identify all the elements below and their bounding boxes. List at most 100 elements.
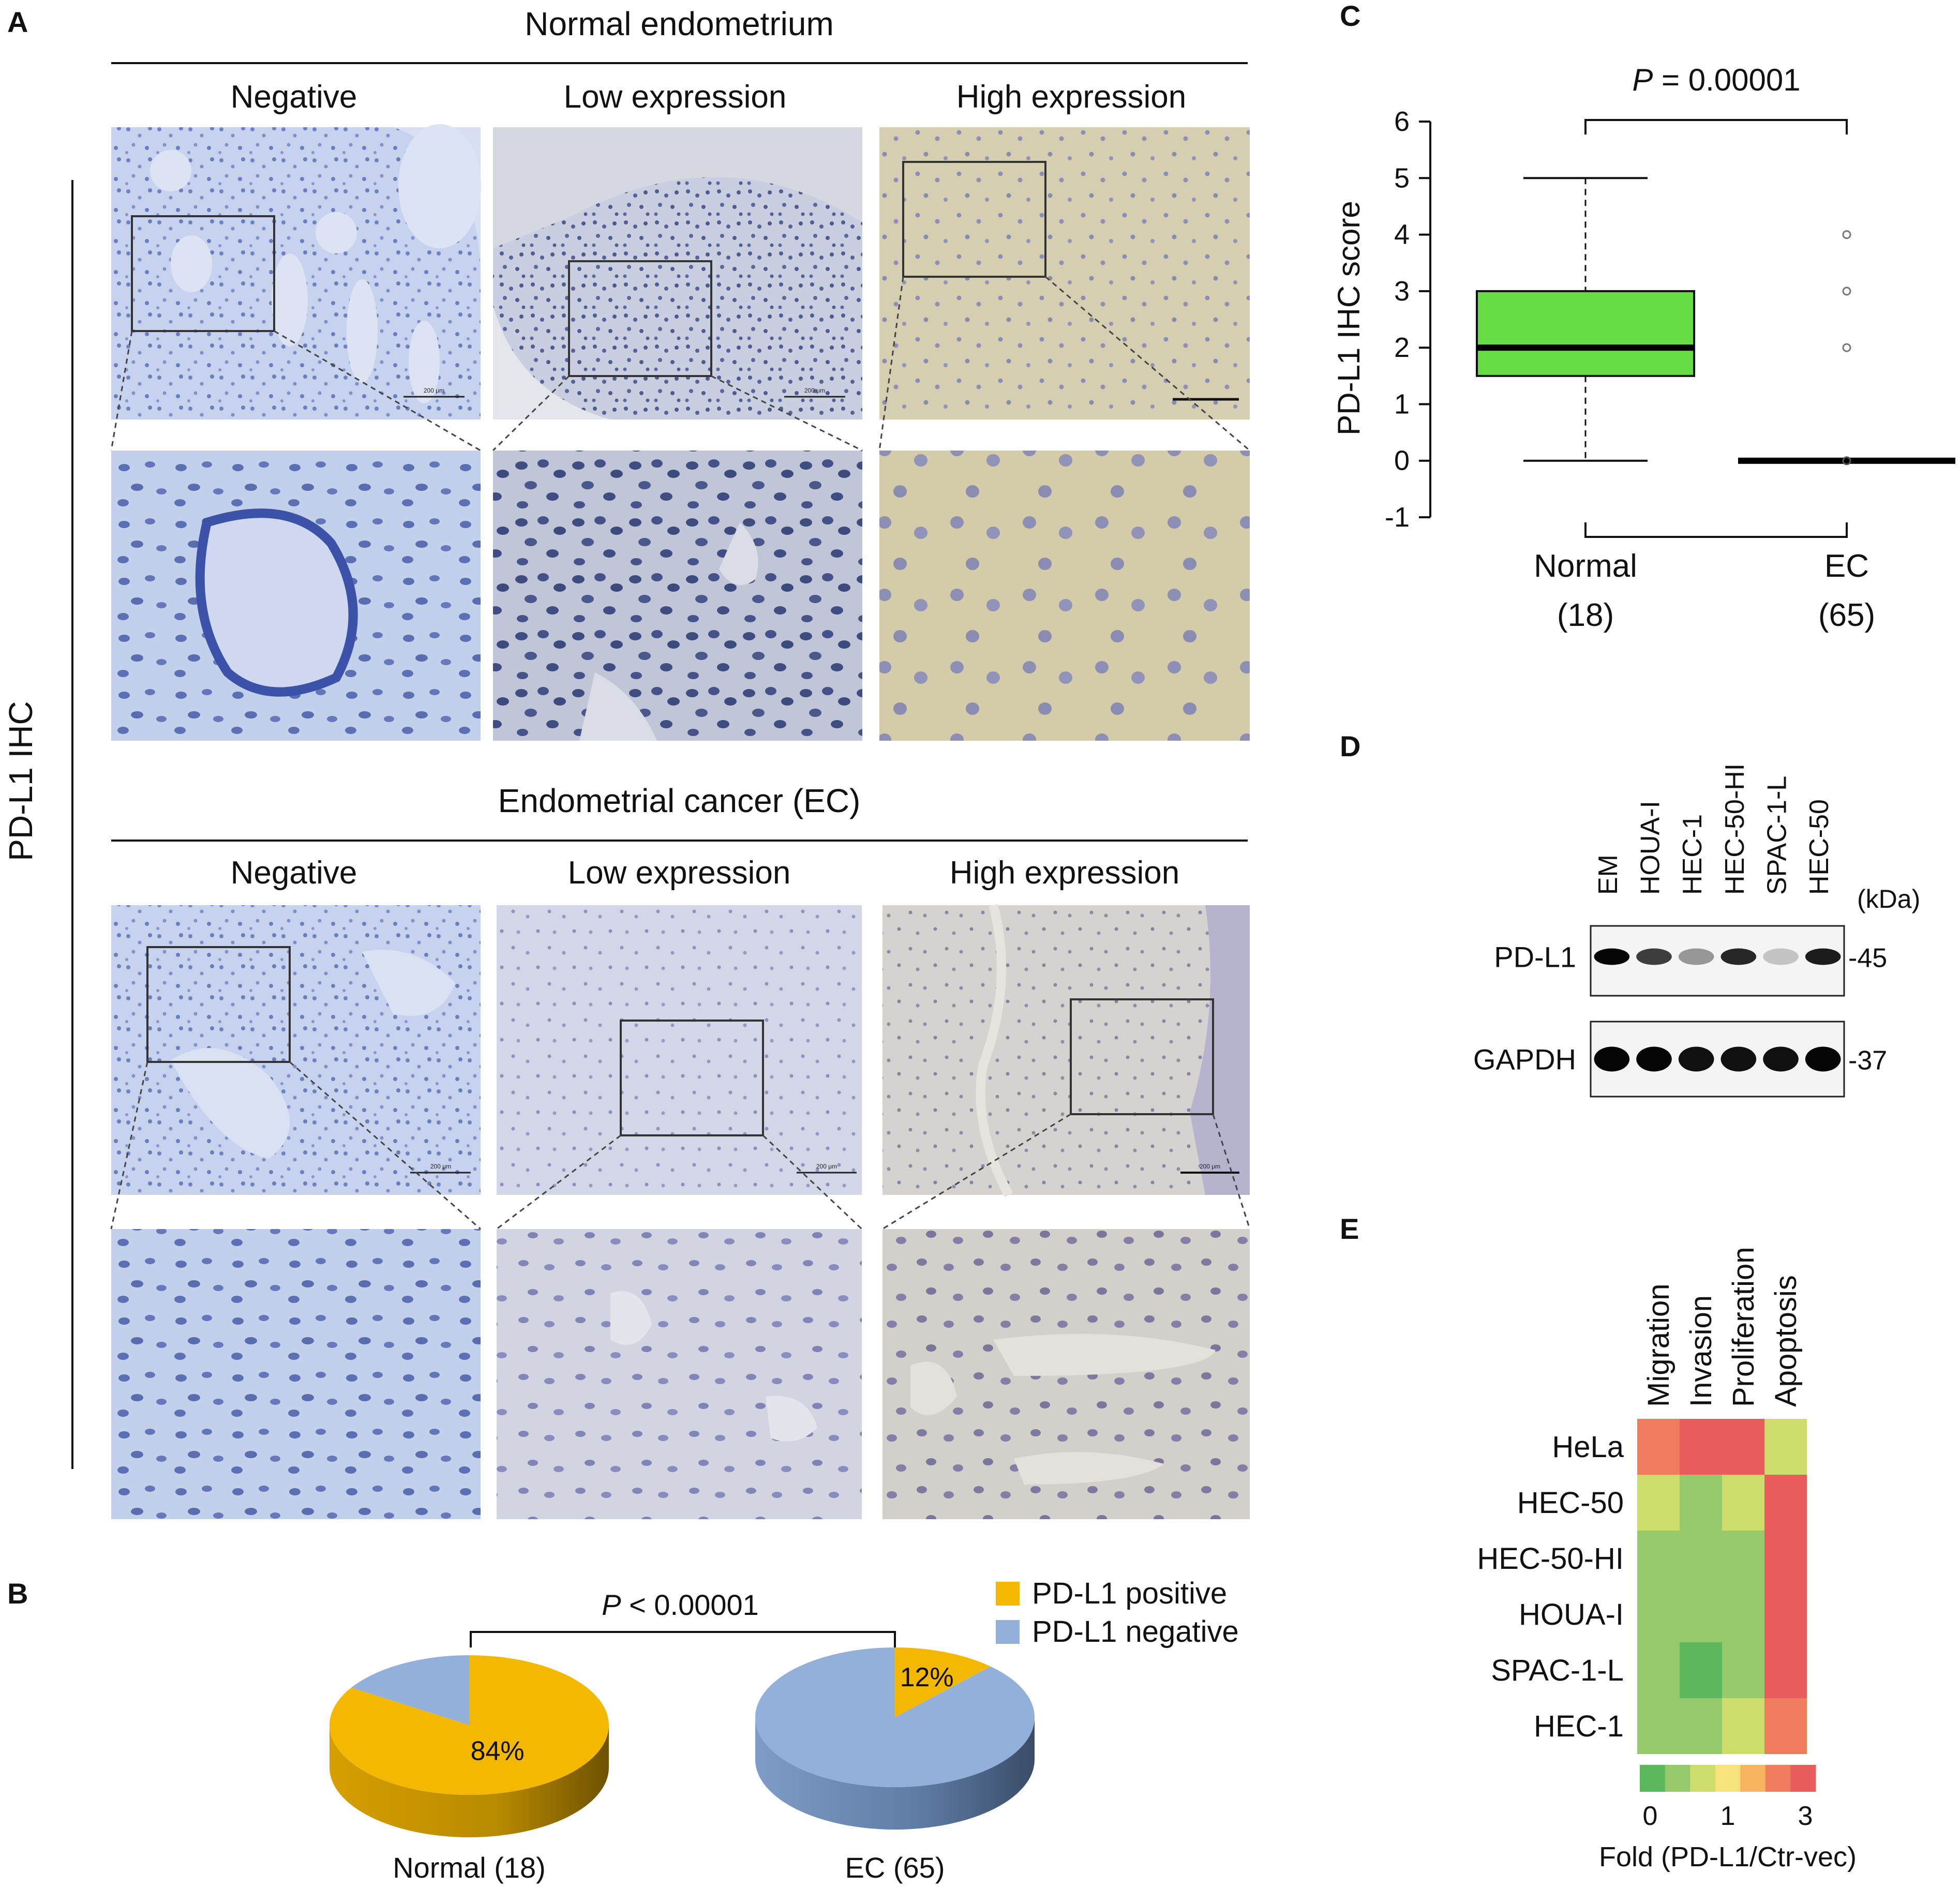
color-scale-segment: [1715, 1765, 1741, 1792]
heatmap-cell: [1764, 1642, 1807, 1698]
outlier-point: [1842, 343, 1851, 352]
lane-label: SPAC-1-L: [1762, 776, 1792, 895]
inset-box: [902, 161, 1046, 278]
pie-chart-b: 84% Normal (18) 12% EC (65) P < 0.00001 PD-L1…: [329, 1577, 1239, 1884]
pie-caption: EC (65): [845, 1851, 945, 1884]
outlier-point: [1842, 230, 1851, 239]
color-scale-tick: 1: [1720, 1801, 1735, 1831]
normal-col-high: High expression: [956, 79, 1187, 115]
heatmap-cell: [1722, 1642, 1764, 1698]
heatmap-cell: [1722, 1475, 1764, 1531]
color-scale-tick: 3: [1798, 1801, 1813, 1831]
box-chart-c: -1 0 1 2 3 4 5 6 PD-L1 IHC score Normal (18) EC (65)…: [1331, 63, 1955, 633]
kda-unit-label: (kDa): [1857, 885, 1920, 913]
box-p-value: P = 0.00001: [1632, 63, 1800, 97]
pie-slice-negative-1: [755, 1647, 1035, 1787]
color-scale-segment: [1640, 1765, 1666, 1792]
blot-band: [1805, 948, 1841, 965]
blot-strip: [1590, 1021, 1845, 1098]
heatmap-cell: [1680, 1586, 1722, 1642]
y-tick-label: 4: [1394, 219, 1410, 250]
western-blot-d: EM HOUA-I HEC-1 HEC-50-HI SPAC-1-L HEC-50 (kDa…: [1473, 763, 1920, 1098]
heatmap-cell: [1722, 1419, 1764, 1475]
cancer-inset-connectors: [110, 1061, 1251, 1230]
heatmap-cell: [1680, 1698, 1722, 1754]
blot-band: [1678, 1046, 1714, 1072]
legend-swatch-negative: [996, 1620, 1020, 1644]
heatmap-column-label: Apoptosis: [1769, 1275, 1803, 1407]
color-scale-tick: 0: [1643, 1801, 1658, 1831]
lane-label: HOUA-I: [1636, 801, 1666, 895]
y-tick-label: 0: [1394, 445, 1410, 476]
y-tick-label: 5: [1394, 162, 1410, 193]
y-tick-label: 3: [1394, 276, 1410, 307]
heatmap-cell: [1764, 1586, 1807, 1642]
y-tick-label: 2: [1394, 332, 1410, 363]
pie-slice-positive-0: [329, 1655, 609, 1795]
cancer-col-low: Low expression: [568, 855, 791, 891]
normal-endometrium-title: Normal endometrium: [525, 5, 834, 42]
y-tick-label: 6: [1394, 106, 1410, 137]
lane-label: EM: [1593, 855, 1623, 895]
group-n-label: (18): [1557, 597, 1614, 633]
heatmap-cell: [1680, 1642, 1722, 1698]
group-label: Normal: [1534, 548, 1637, 584]
inset-box: [1070, 998, 1214, 1115]
micrograph-normal-negative-zoom: [111, 451, 481, 741]
pie-percent-label: 84%: [471, 1736, 525, 1766]
heatmap-cell: [1764, 1698, 1807, 1754]
group-n-label: (65): [1818, 597, 1875, 633]
heatmap-row-label: HeLa: [1552, 1430, 1624, 1464]
heatmap-cell: [1637, 1586, 1680, 1642]
heatmap-column-label: Migration: [1642, 1283, 1675, 1407]
heatmap-column-label: Invasion: [1684, 1295, 1718, 1407]
panel-letter-c: C: [1340, 0, 1360, 32]
micrograph-cancer-high: 200 μm: [882, 904, 1250, 1197]
blot-band: [1636, 1046, 1672, 1072]
outlier-point: [1842, 287, 1851, 296]
micrograph-normal-low: 200 μm: [493, 127, 862, 419]
scale-bar-text: 200 μm: [804, 387, 825, 394]
heatmap-e: Migration Invasion Proliferation Apoptosis H…: [1477, 1247, 1857, 1872]
color-scale-segment: [1690, 1765, 1716, 1792]
heatmap-cell: [1637, 1475, 1680, 1531]
normal-col-negative: Negative: [231, 79, 357, 115]
color-scale-segment: [1740, 1765, 1766, 1792]
blot-band: [1678, 948, 1714, 965]
color-scale-label: Fold (PD-L1/Ctr-vec): [1599, 1841, 1857, 1872]
pie-side-0: [330, 1725, 609, 1837]
micrograph-normal-negative: 200 μm: [111, 124, 481, 419]
heatmap-cell: [1637, 1698, 1680, 1754]
blot-row-label: PD-L1: [1494, 941, 1576, 973]
blot-band: [1594, 1046, 1630, 1072]
y-tick-label: 1: [1394, 388, 1410, 419]
blot-band: [1805, 1046, 1841, 1072]
blot-strip: [1590, 925, 1845, 997]
blot-marker-label: -37: [1848, 1046, 1887, 1076]
y-tick-label: -1: [1385, 502, 1410, 533]
micrograph-normal-high: [879, 127, 1250, 419]
heatmap-cell: [1764, 1475, 1807, 1531]
micrograph-cancer-negative-zoom: [111, 1229, 481, 1519]
legend-label-negative: PD-L1 negative: [1032, 1615, 1239, 1649]
micrograph-cancer-high-zoom: [882, 1229, 1250, 1519]
micrograph-cancer-negative: 200 μm: [111, 905, 481, 1195]
blot-band: [1763, 948, 1799, 965]
cancer-col-negative: Negative: [231, 855, 357, 891]
lane-label: HEC-50-HI: [1720, 763, 1750, 895]
blot-band: [1720, 948, 1757, 965]
pie-side-1: [755, 1717, 1035, 1830]
lane-label: HEC-50: [1804, 799, 1834, 895]
heatmap-cell: [1764, 1419, 1807, 1475]
legend-swatch-positive: [996, 1582, 1020, 1606]
pie-caption: Normal (18): [393, 1851, 546, 1884]
scale-bar-text: 200 μm: [424, 387, 444, 394]
scale-bar-text: 200 μm: [816, 1163, 837, 1170]
inset-box: [568, 260, 712, 377]
inset-box: [620, 1020, 764, 1136]
blot-row-label: GAPDH: [1473, 1043, 1576, 1076]
color-scale-segment: [1790, 1765, 1816, 1792]
y-axis-label: PD-L1 IHC score: [1331, 201, 1366, 435]
micrograph-normal-high-zoom: [879, 451, 1250, 741]
